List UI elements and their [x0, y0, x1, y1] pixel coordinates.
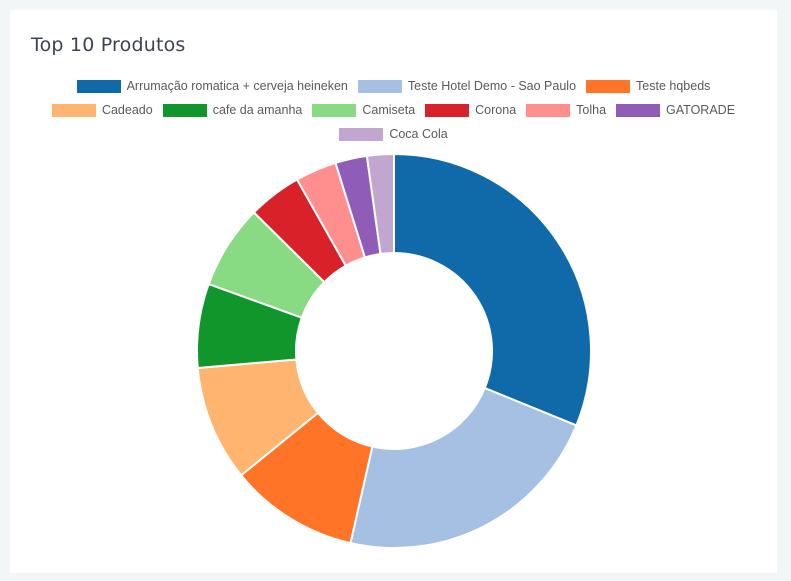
- legend-swatch: [312, 103, 357, 117]
- card-title: Top 10 Produtos: [31, 34, 186, 56]
- legend-row-3: Coca Cola: [10, 122, 777, 146]
- legend-swatch: [586, 79, 631, 93]
- legend-item-coca-cola[interactable]: Coca Cola: [339, 127, 448, 141]
- legend-item-arrumacao[interactable]: Arrumação romatica + cerveja heineken: [76, 79, 348, 93]
- legend-item-teste-hotel-demo[interactable]: Teste Hotel Demo - Sao Paulo: [357, 79, 577, 93]
- doughnut-slices: [196, 152, 592, 549]
- legend-item-camiseta[interactable]: Camiseta: [312, 103, 415, 117]
- legend-item-cadeado[interactable]: Cadeado: [51, 103, 153, 117]
- doughnut-slice-1[interactable]: [393, 152, 592, 427]
- legend-swatch: [76, 79, 121, 93]
- legend-swatch: [162, 103, 207, 117]
- legend-row-1: Arrumação romatica + cerveja heineken Te…: [10, 74, 777, 98]
- doughnut-slice-2[interactable]: [349, 386, 578, 549]
- legend-label: Tolha: [576, 103, 607, 117]
- chart-card: Top 10 Produtos Arrumação romatica + cer…: [10, 10, 777, 573]
- legend-label: Coca Cola: [389, 127, 448, 141]
- legend-label: GATORADE: [666, 103, 736, 117]
- legend-item-tolha[interactable]: Tolha: [526, 103, 606, 117]
- legend-swatch: [339, 127, 384, 141]
- doughnut-slice-10[interactable]: [365, 152, 395, 256]
- doughnut-chart: [196, 152, 592, 549]
- legend-swatch: [616, 103, 661, 117]
- legend-item-corona[interactable]: Corona: [425, 103, 516, 117]
- legend-item-teste-hqbeds[interactable]: Teste hqbeds: [586, 79, 710, 93]
- legend-label: cafe da amanha: [212, 103, 303, 117]
- chart-legend: Arrumação romatica + cerveja heineken Te…: [10, 74, 777, 146]
- legend-label: Teste hqbeds: [636, 79, 711, 93]
- legend-swatch: [425, 103, 470, 117]
- legend-label: Arrumação romatica + cerveja heineken: [126, 79, 348, 93]
- legend-swatch: [526, 103, 571, 117]
- legend-row-2: Cadeado cafe da amanha Camiseta Corona T…: [10, 98, 777, 122]
- legend-label: Camiseta: [362, 103, 416, 117]
- legend-swatch: [357, 79, 402, 93]
- legend-label: Cadeado: [101, 103, 153, 117]
- legend-label: Corona: [475, 103, 517, 117]
- legend-item-cafe-da-amanha[interactable]: cafe da amanha: [162, 103, 303, 117]
- legend-item-gatorade[interactable]: GATORADE: [616, 103, 735, 117]
- legend-label: Teste Hotel Demo - Sao Paulo: [407, 79, 577, 93]
- legend-swatch: [51, 103, 96, 117]
